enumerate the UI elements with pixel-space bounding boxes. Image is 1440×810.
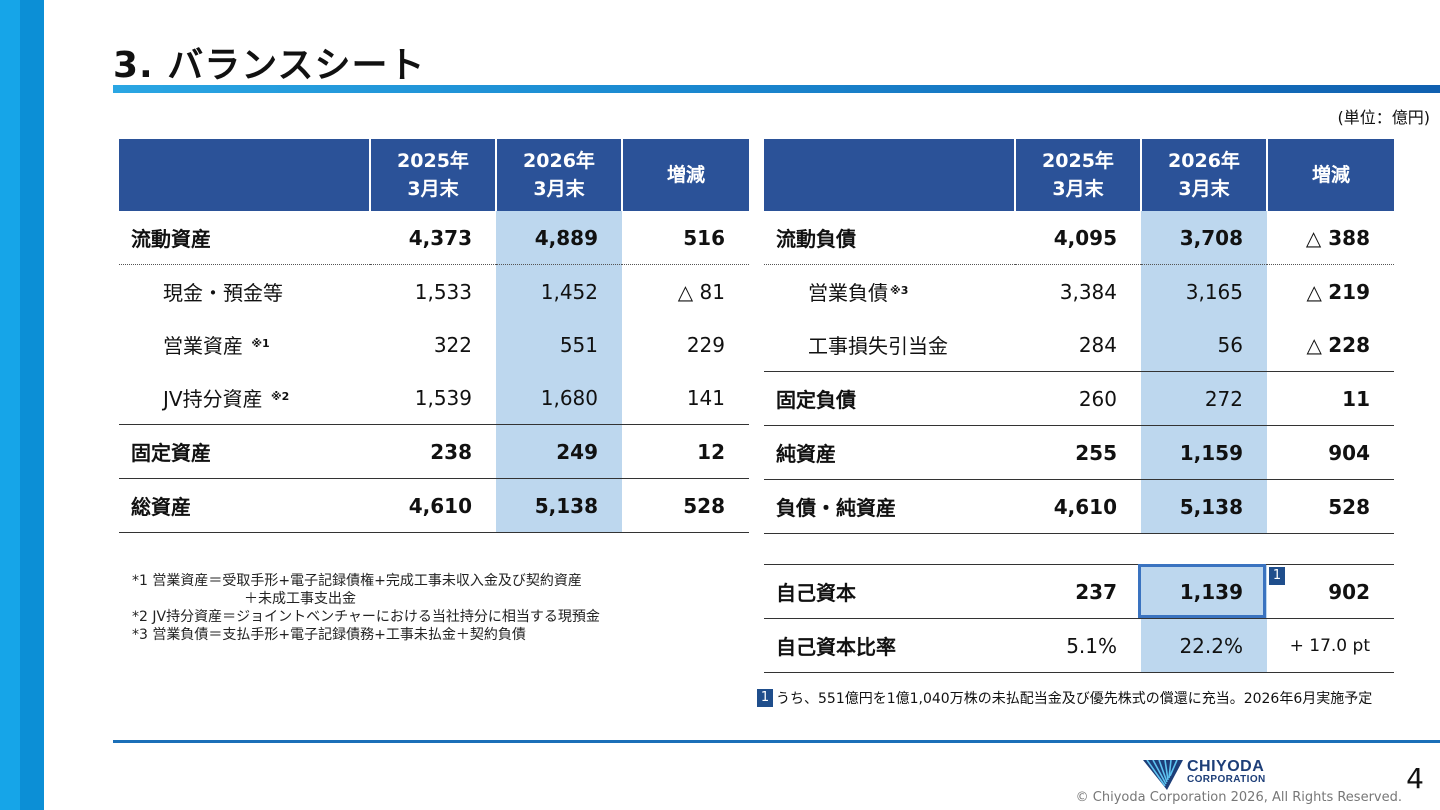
title-underline (113, 85, 1440, 93)
company-logo-text: CHIYODA CORPORATION (1187, 758, 1266, 786)
equity-table: 自己資本 237 1,139 902 自己資本比率 5.1% 22.2% + 1… (764, 564, 1394, 673)
note-badge: 1 (1269, 567, 1285, 585)
table-row: 固定資産 238 249 12 (119, 424, 749, 479)
table-row: 負債・純資産 4,610 5,138 528 (764, 479, 1394, 534)
header-2026: 2026年 3月末 (495, 139, 622, 211)
note-badge: 1 (757, 689, 773, 707)
assets-table: 2025年 3月末 2026年 3月末 増減 流動資産 4,373 4,889 51… (119, 139, 749, 533)
copyright: © Chiyoda Corporation 2026, All Rights R… (1075, 790, 1402, 805)
header-2026: 2026年 3月末 (1140, 139, 1267, 211)
footer-rule (113, 740, 1440, 743)
left-accent-bar (0, 0, 44, 810)
footnote-2: *2 JV持分資産＝ジョイントベンチャーにおける当社持分に相当する現預金 (132, 609, 600, 625)
table-row: 純資産 255 1,159 904 (764, 425, 1394, 480)
unit-label: (単位：億円) (1337, 108, 1431, 127)
table-row: 工事損失引当金 284 56 △ 228 (764, 318, 1394, 372)
table-row: 流動負債 4,095 3,708 △ 388 (764, 211, 1394, 265)
footnote-1: *1 営業資産＝受取手形+電子記録債権+完成工事未収入金及び契約資産 (132, 573, 582, 589)
own-capital-highlight-box (1138, 564, 1266, 618)
page-number: 4 (1406, 762, 1424, 795)
chiyoda-logo-icon (1143, 760, 1183, 790)
header-diff: 増減 (621, 139, 749, 211)
table-row: 固定負債 260 272 11 (764, 371, 1394, 426)
liabilities-table: 2025年 3月末 2026年 3月末 増減 流動負債 4,095 3,708 △ … (764, 139, 1394, 534)
header-blank (119, 139, 370, 211)
table-row: 流動資産 4,373 4,889 516 (119, 211, 749, 265)
table-row: 自己資本 237 1,139 902 (764, 564, 1394, 619)
header-blank (764, 139, 1015, 211)
footnotes: *1 営業資産＝受取手形+電子記録債権+完成工事未収入金及び契約資産 ＋未成工事… (132, 572, 600, 644)
header-2025: 2025年 3月末 (369, 139, 496, 211)
table-row: 自己資本比率 5.1% 22.2% + 17.0 pt (764, 618, 1394, 673)
equity-note: うち、551億円を1億1,040万株の未払配当金及び優先株式の償還に充当。202… (776, 691, 1373, 707)
table-row: 営業資産 ※1 322 551 229 (119, 318, 749, 371)
table-row: 営業負債 ※3 3,384 3,165 △ 219 (764, 264, 1394, 318)
header-2025: 2025年 3月末 (1014, 139, 1141, 211)
footnote-3: *3 営業負債＝支払手形+電子記録債務+工事未払金＋契約負債 (132, 627, 526, 643)
table-row: JV持分資産 ※2 1,539 1,680 141 (119, 371, 749, 425)
table-row: 総資産 4,610 5,138 528 (119, 478, 749, 533)
header-diff: 増減 (1266, 139, 1394, 211)
page-title: 3. バランスシート (113, 45, 426, 86)
table-row: 現金・預金等 1,533 1,452 △ 81 (119, 264, 749, 318)
footnote-1-cont: ＋未成工事支出金 (244, 591, 356, 607)
